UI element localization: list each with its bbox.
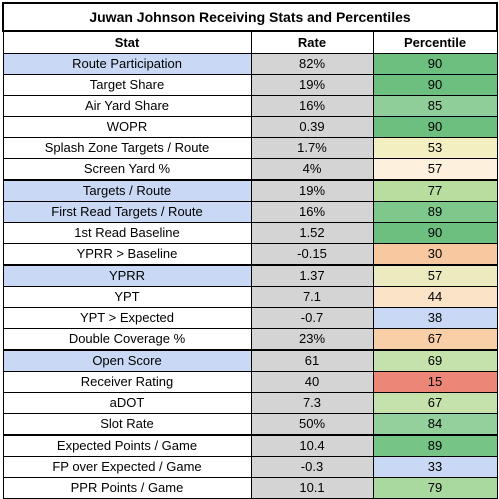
percentile-cell: 33	[372, 456, 498, 478]
percentile-cell: 84	[372, 413, 498, 436]
stat-cell: YPRR > Baseline	[2, 243, 252, 266]
rate-cell: 7.1	[250, 286, 374, 308]
stat-cell: Route Participation	[2, 53, 252, 75]
rate-cell: -0.15	[250, 243, 374, 266]
rate-cell: 1.7%	[250, 137, 374, 159]
rate-cell: 19%	[250, 74, 374, 96]
rate-cell: 82%	[250, 53, 374, 75]
table-body: Route Participation 82% 90 Target Share 19% 9…	[2, 53, 498, 499]
stat-cell: First Read Targets / Route	[2, 201, 252, 223]
stat-cell: FP over Expected / Game	[2, 456, 252, 478]
percentile-cell: 53	[372, 137, 498, 159]
stat-cell: WOPR	[2, 116, 252, 138]
header-row: Stat Rate Percentile	[2, 30, 498, 54]
percentile-cell: 57	[372, 264, 498, 287]
table-row: Route Participation 82% 90	[2, 53, 498, 75]
header-rate: Rate	[250, 30, 374, 54]
percentile-cell: 90	[372, 116, 498, 138]
rate-cell: 4%	[250, 158, 374, 181]
rate-cell: 1.37	[250, 264, 374, 287]
percentile-cell: 67	[372, 328, 498, 351]
percentile-cell: 79	[372, 477, 498, 499]
table-row: YPT > Expected -0.7 38	[2, 307, 498, 329]
rate-cell: 61	[250, 349, 374, 372]
percentile-cell: 30	[372, 243, 498, 266]
rate-cell: 1.52	[250, 222, 374, 244]
stat-cell: Air Yard Share	[2, 95, 252, 117]
table-row: 1st Read Baseline 1.52 90	[2, 222, 498, 244]
table-row: Targets / Route 19% 77	[2, 179, 498, 202]
stat-cell: Slot Rate	[2, 413, 252, 436]
table-row: First Read Targets / Route 16% 89	[2, 201, 498, 223]
stat-cell: Receiver Rating	[2, 371, 252, 393]
table-row: YPRR 1.37 57	[2, 264, 498, 287]
table-row: YPRR > Baseline -0.15 30	[2, 243, 498, 266]
percentile-cell: 89	[372, 434, 498, 457]
rate-cell: 0.39	[250, 116, 374, 138]
table-row: aDOT 7.3 67	[2, 392, 498, 414]
header-percentile: Percentile	[372, 30, 498, 54]
title-row: Juwan Johnson Receiving Stats and Percen…	[1, 2, 499, 32]
table-row: WOPR 0.39 90	[2, 116, 498, 138]
table-row: Double Coverage % 23% 67	[2, 328, 498, 351]
percentile-cell: 90	[372, 222, 498, 244]
table-row: PPR Points / Game 10.1 79	[2, 477, 498, 499]
percentile-cell: 85	[372, 95, 498, 117]
stat-cell: Expected Points / Game	[2, 434, 252, 457]
table-row: Slot Rate 50% 84	[2, 413, 498, 436]
rate-cell: 10.4	[250, 434, 374, 457]
stat-cell: Screen Yard %	[2, 158, 252, 181]
stat-cell: 1st Read Baseline	[2, 222, 252, 244]
percentile-cell: 15	[372, 371, 498, 393]
table-row: Open Score 61 69	[2, 349, 498, 372]
percentile-cell: 90	[372, 53, 498, 75]
percentile-cell: 90	[372, 74, 498, 96]
rate-cell: 10.1	[250, 477, 374, 499]
percentile-cell: 69	[372, 349, 498, 372]
rate-cell: 7.3	[250, 392, 374, 414]
percentile-cell: 89	[372, 201, 498, 223]
stat-cell: YPT > Expected	[2, 307, 252, 329]
percentile-cell: 57	[372, 158, 498, 181]
table-row: Receiver Rating 40 15	[2, 371, 498, 393]
rate-cell: -0.3	[250, 456, 374, 478]
stat-cell: YPT	[2, 286, 252, 308]
table-title: Juwan Johnson Receiving Stats and Percen…	[1, 2, 499, 32]
stat-cell: Targets / Route	[2, 179, 252, 202]
stat-cell: Double Coverage %	[2, 328, 252, 351]
stat-cell: Target Share	[2, 74, 252, 96]
table-row: Screen Yard % 4% 57	[2, 158, 498, 181]
stat-cell: Open Score	[2, 349, 252, 372]
table-row: YPT 7.1 44	[2, 286, 498, 308]
rate-cell: 40	[250, 371, 374, 393]
stat-cell: YPRR	[2, 264, 252, 287]
table-row: Target Share 19% 90	[2, 74, 498, 96]
table-row: FP over Expected / Game -0.3 33	[2, 456, 498, 478]
percentile-cell: 77	[372, 179, 498, 202]
percentile-cell: 38	[372, 307, 498, 329]
table-row: Air Yard Share 16% 85	[2, 95, 498, 117]
rate-cell: 16%	[250, 201, 374, 223]
table-row: Expected Points / Game 10.4 89	[2, 434, 498, 457]
table-row: Splash Zone Targets / Route 1.7% 53	[2, 137, 498, 159]
stat-cell: aDOT	[2, 392, 252, 414]
header-stat: Stat	[2, 30, 252, 54]
rate-cell: 50%	[250, 413, 374, 436]
stat-cell: PPR Points / Game	[2, 477, 252, 499]
rate-cell: 19%	[250, 179, 374, 202]
percentile-cell: 44	[372, 286, 498, 308]
rate-cell: -0.7	[250, 307, 374, 329]
percentile-cell: 67	[372, 392, 498, 414]
stat-cell: Splash Zone Targets / Route	[2, 137, 252, 159]
rate-cell: 23%	[250, 328, 374, 351]
rate-cell: 16%	[250, 95, 374, 117]
